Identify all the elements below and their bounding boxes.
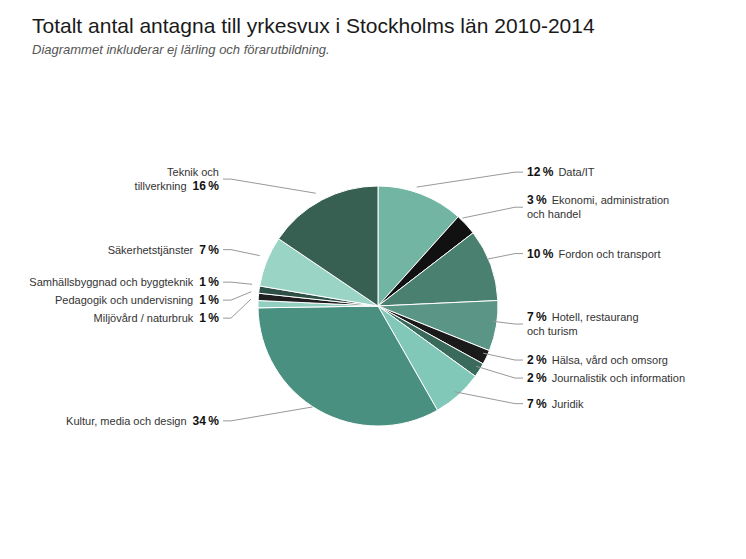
svg-text:Samhällsbyggnad och byggteknik: Samhällsbyggnad och byggteknik1 % — [29, 275, 219, 289]
html-text:Totalt antal antagna till yrke: Totalt antal antagna till yrkesvux i Sto… — [32, 14, 595, 37]
svg-text:12 %Data/IT: 12 %Data/IT — [527, 165, 595, 179]
svg-text:Kultur, media och design34 %: Kultur, media och design34 % — [66, 414, 219, 428]
svg-text:Pedagogik och undervisning1 %: Pedagogik och undervisning1 % — [55, 293, 219, 307]
svg-text:2 %Hälsa, vård och omsorg: 2 %Hälsa, vård och omsorg — [527, 353, 668, 367]
svg-text:Miljövård / naturbruk1 %: Miljövård / naturbruk1 % — [94, 311, 220, 325]
svg-text:2 %Journalistik och informatio: 2 %Journalistik och information — [527, 371, 685, 385]
svg-text:10 %Fordon och transport: 10 %Fordon och transport — [527, 247, 661, 261]
svg-text:3 %Ekonomi, administrationoch: 3 %Ekonomi, administrationoch handel — [527, 193, 669, 220]
svg-text:7 %Hotell, restaurangoch turis: 7 %Hotell, restaurangoch turism — [527, 310, 639, 337]
html-text:Diagrammet inkluderar ej lärli: Diagrammet inkluderar ej lärling och för… — [32, 42, 330, 57]
svg-text:Teknik ochtillverkning16 %: Teknik ochtillverkning16 % — [135, 166, 220, 193]
svg-text:Säkerhetstjänster7 %: Säkerhetstjänster7 % — [108, 243, 220, 257]
svg-text:7 %Juridik: 7 %Juridik — [527, 397, 584, 411]
